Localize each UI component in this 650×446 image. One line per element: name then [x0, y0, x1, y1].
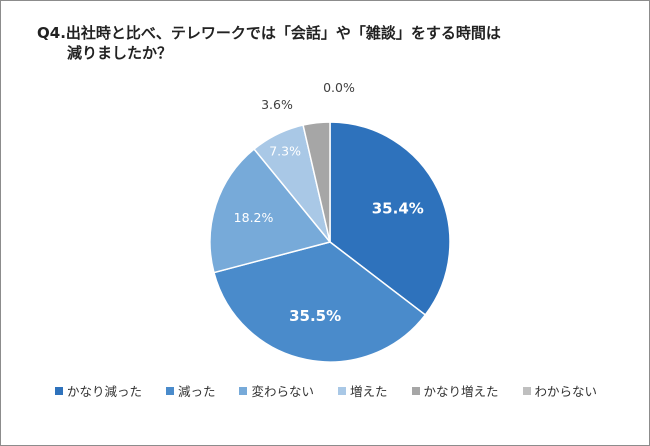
data-label-0: 35.4%	[372, 200, 424, 218]
pie-slice-1	[213, 241, 427, 363]
legend-swatch	[338, 386, 346, 395]
legend-item-0: かなり減った	[54, 381, 142, 400]
legend-swatch	[239, 386, 248, 395]
chart-title: Q4.出社時と比べ、テレワークでは「会話」や「雑談」をする時間は 減りましたか？	[37, 23, 501, 63]
title-line-1: Q4.出社時と比べ、テレワークでは「会話」や「雑談」をする時間は	[37, 24, 501, 42]
legend-label: わからない	[534, 384, 598, 399]
pie-slice-4	[302, 121, 331, 243]
pie-slice-0	[329, 121, 451, 317]
legend-label: かなり増えた	[423, 384, 499, 399]
data-label-1: 35.5%	[289, 307, 341, 325]
legend-label: 増えた	[350, 384, 388, 399]
legend: かなり減った 減った 変わらない 増えた かなり増えた わからない	[1, 381, 649, 400]
legend-swatch	[522, 386, 531, 395]
legend-label: 変わらない	[251, 384, 314, 399]
legend-swatch	[165, 386, 174, 395]
data-label-3: 7.3%	[269, 143, 301, 158]
data-label-4: 3.6%	[261, 97, 293, 112]
data-label-2: 18.2%	[234, 210, 274, 225]
legend-swatch	[54, 386, 63, 395]
legend-item-5: わからない	[522, 381, 598, 400]
title-line-2: 減りましたか？	[67, 44, 173, 62]
legend-item-2: 変わらない	[239, 381, 314, 400]
legend-item-3: 増えた	[338, 381, 388, 400]
legend-item-1: 減った	[165, 381, 216, 400]
pie-slice-2	[209, 148, 332, 274]
legend-swatch	[411, 386, 420, 395]
legend-label: かなり減った	[66, 384, 142, 399]
legend-item-4: かなり増えた	[411, 381, 499, 400]
legend-label: 減った	[177, 384, 216, 399]
data-label-5: 0.0%	[323, 80, 355, 95]
